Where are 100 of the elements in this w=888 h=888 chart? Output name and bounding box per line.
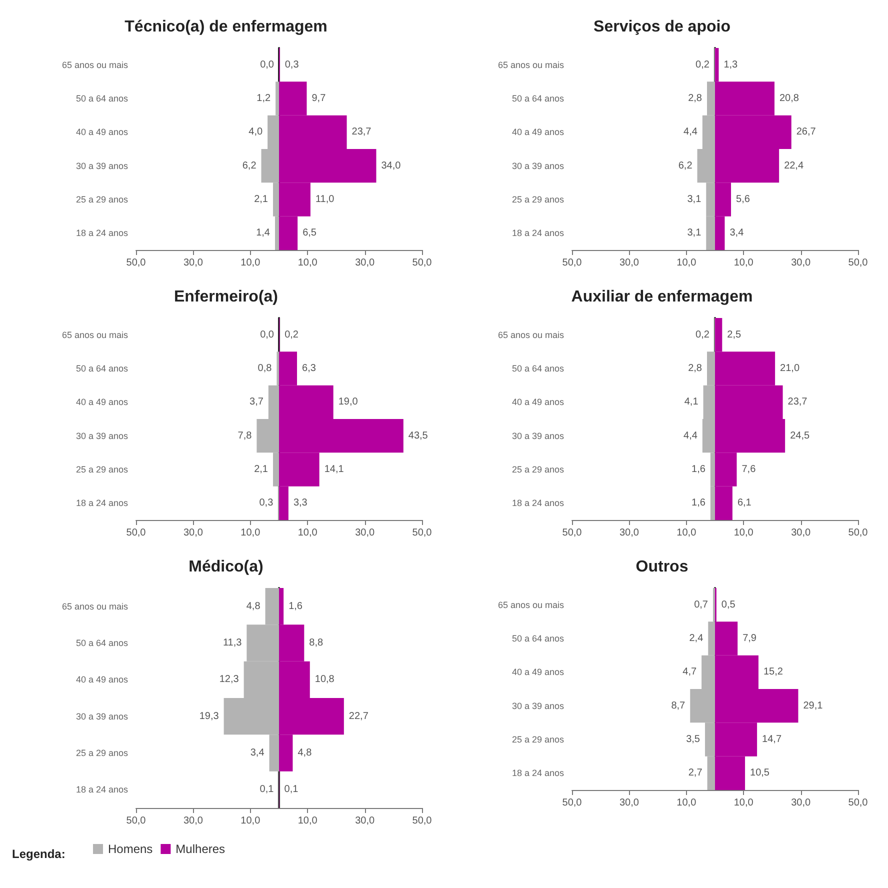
x-tick-label: 10,0 — [240, 258, 261, 268]
y-tick-label: 50 a 64 anos — [512, 364, 564, 374]
data-label: 2,8 — [688, 93, 702, 104]
data-label: 29,1 — [803, 700, 824, 712]
data-label: 0,1 — [260, 784, 274, 796]
y-tick-label: 18 a 24 anos — [76, 784, 128, 795]
y-tick-label: 30 a 39 anos — [512, 430, 564, 441]
chart-title: Auxiliar de enfermagem — [571, 288, 753, 306]
data-label: 4,1 — [684, 396, 699, 408]
y-tick-label: 50 a 64 anos — [76, 638, 128, 648]
data-label: 4,4 — [684, 430, 698, 442]
legend-label: Homens — [108, 842, 153, 856]
data-label: 8,7 — [671, 700, 686, 712]
y-tick-label: 30 a 39 anos — [512, 160, 564, 171]
y-tick-label: 65 anos ou mais — [62, 60, 128, 70]
data-label: 1,4 — [256, 228, 270, 239]
y-tick-label: 65 anos ou mais — [62, 601, 128, 612]
y-tick-label: 18 a 24 anos — [76, 228, 128, 238]
y-tick-label: 65 anos ou mais — [62, 330, 128, 340]
data-label: 1,6 — [692, 498, 706, 509]
data-label: 26,7 — [796, 126, 816, 138]
y-tick-label: 30 a 39 anos — [76, 430, 128, 441]
x-tick-label: 30,0 — [355, 258, 375, 268]
data-label: 10,8 — [314, 674, 335, 686]
chart-title: Enfermeiro(a) — [174, 288, 278, 306]
x-tick-label: 50,0 — [562, 528, 582, 538]
y-tick-label: 18 a 24 anos — [512, 228, 564, 238]
y-tick-label: 65 anos ou mais — [498, 330, 564, 340]
data-label: 0,2 — [284, 329, 299, 340]
data-label: 3,4 — [250, 748, 265, 758]
data-label: 7,8 — [238, 430, 252, 442]
data-label: 24,5 — [790, 430, 810, 442]
data-label: 19,3 — [199, 710, 220, 722]
data-label: 3,1 — [687, 228, 702, 239]
data-label: 10,5 — [750, 768, 770, 779]
x-tick-label: 10,0 — [298, 816, 318, 826]
data-label: 2,1 — [254, 194, 268, 205]
data-label: 3,7 — [250, 396, 264, 408]
legend-title: Legenda: — [12, 847, 66, 861]
x-tick-label: 30,0 — [183, 528, 204, 538]
x-tick-label: 10,0 — [676, 258, 697, 268]
x-tick-label: 50,0 — [848, 528, 868, 538]
data-label: 4,0 — [248, 126, 263, 138]
y-tick-label: 30 a 39 anos — [76, 711, 128, 722]
data-label: 3,4 — [730, 228, 744, 239]
data-label: 6,3 — [302, 363, 316, 374]
data-label: 11,3 — [222, 638, 242, 648]
data-label: 7,6 — [742, 464, 756, 475]
data-label: 9,7 — [312, 93, 326, 104]
x-tick-label: 10,0 — [240, 816, 261, 826]
x-tick-label: 10,0 — [734, 798, 754, 808]
y-tick-label: 25 a 29 anos — [76, 464, 128, 474]
data-label: 14,1 — [324, 464, 344, 475]
x-tick-label: 30,0 — [619, 798, 640, 808]
data-label: 22,7 — [348, 710, 369, 722]
chart-title: Serviços de apoio — [594, 18, 731, 36]
x-tick-label: 30,0 — [355, 816, 375, 826]
x-tick-label: 10,0 — [298, 258, 318, 268]
data-label: 11,0 — [315, 194, 335, 205]
y-tick-label: 65 anos ou mais — [498, 600, 564, 610]
data-label: 0,0 — [260, 59, 274, 70]
data-label: 21,0 — [780, 363, 800, 374]
data-label: 5,6 — [736, 194, 750, 205]
data-label: 34,0 — [381, 160, 402, 172]
x-tick-label: 50,0 — [126, 816, 146, 826]
chart-title: Técnico(a) de enfermagem — [124, 18, 328, 36]
data-label: 3,3 — [293, 498, 308, 509]
data-label: 6,5 — [302, 228, 317, 239]
data-label: 20,8 — [779, 93, 800, 104]
y-tick-label: 40 a 49 anos — [512, 397, 564, 408]
x-tick-label: 30,0 — [183, 258, 204, 268]
data-label: 1,3 — [724, 59, 738, 70]
data-label: 6,2 — [678, 160, 693, 172]
x-tick-label: 50,0 — [848, 798, 868, 808]
y-tick-label: 40 a 49 anos — [76, 674, 128, 685]
data-label: 0,5 — [721, 599, 736, 610]
y-tick-label: 40 a 49 anos — [512, 667, 564, 678]
y-tick-label: 50 a 64 anos — [512, 94, 564, 104]
data-label: 3,1 — [687, 194, 702, 205]
y-tick-label: 50 a 64 anos — [76, 94, 128, 104]
y-tick-label: 18 a 24 anos — [512, 498, 564, 508]
data-label: 0,1 — [284, 784, 299, 796]
x-tick-label: 50,0 — [412, 258, 432, 268]
y-tick-label: 50 a 64 anos — [512, 634, 564, 644]
data-label: 0,2 — [696, 329, 710, 340]
data-label: 1,6 — [692, 464, 706, 475]
x-tick-label: 30,0 — [619, 258, 640, 268]
data-label: 0,3 — [259, 498, 274, 509]
x-tick-label: 50,0 — [562, 798, 582, 808]
data-label: 23,7 — [352, 126, 372, 138]
data-label: 0,8 — [258, 363, 272, 374]
y-tick-label: 25 a 29 anos — [512, 464, 564, 474]
x-tick-label: 50,0 — [412, 528, 432, 538]
legend-label: Mulheres — [176, 842, 226, 856]
data-label: 0,7 — [694, 599, 708, 610]
data-label: 14,7 — [762, 734, 782, 745]
data-label: 12,3 — [219, 674, 240, 686]
y-tick-label: 50 a 64 anos — [76, 364, 128, 374]
y-tick-label: 18 a 24 anos — [76, 498, 128, 508]
data-label: 8,8 — [309, 638, 324, 648]
